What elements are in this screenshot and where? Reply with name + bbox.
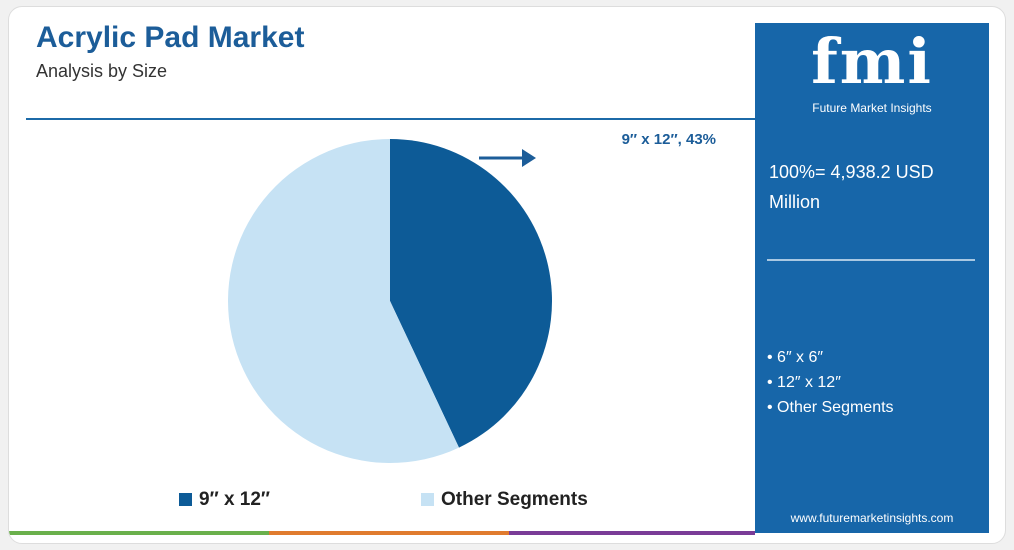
footer-bar <box>9 531 269 535</box>
pie <box>228 139 553 463</box>
legend-label: Other Segments <box>441 489 588 510</box>
card: Acrylic Pad Market Analysis by Size 9″ x… <box>8 6 1006 544</box>
market-total: 100%= 4,938.2 USD Million <box>769 162 934 212</box>
data-label: 9″ x 12″, 43% <box>622 131 716 148</box>
legend-label: 9″ x 12″ <box>199 489 270 510</box>
chart: Acrylic Pad Market Analysis by Size 9″ x… <box>9 21 755 535</box>
website: www.futuremarketinsights.com <box>790 511 954 525</box>
pie-slice <box>228 139 459 463</box>
divider <box>767 259 975 261</box>
chart-title: Acrylic Pad Market <box>36 21 304 54</box>
side-panel: fmi Future Market Insights 100%= 4,938.2… <box>755 23 989 533</box>
footer-bar <box>269 531 509 535</box>
legend-swatch <box>421 493 434 506</box>
arrow-head <box>522 149 536 167</box>
logo: fmi <box>811 25 933 98</box>
brand: Future Market Insights <box>812 101 932 115</box>
footer-bar <box>509 531 755 535</box>
legend-swatch <box>179 493 192 506</box>
pie-slice <box>390 139 553 448</box>
chart-subtitle: Analysis by Size <box>36 61 167 81</box>
segment: 6″ x 6″ <box>767 345 894 370</box>
segment: Other Segments <box>767 395 894 420</box>
segment-list: 6″ x 6″ 12″ x 12″ Other Segments <box>767 345 894 420</box>
segment: 12″ x 12″ <box>767 370 894 395</box>
